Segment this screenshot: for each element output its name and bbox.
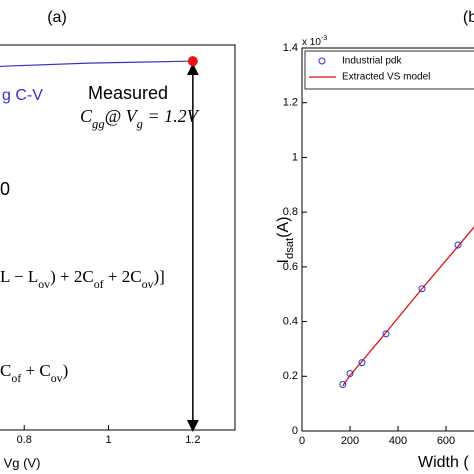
y-tick-label: 0.6 bbox=[283, 261, 298, 273]
text-part: @ V bbox=[105, 106, 139, 126]
data-point bbox=[339, 380, 347, 388]
plot-frame bbox=[0, 44, 236, 431]
text-part: ) + 2C bbox=[50, 267, 94, 286]
text-part: g bbox=[137, 117, 143, 131]
y-tick-label: 0.4 bbox=[283, 315, 298, 327]
text-part: -3 bbox=[321, 35, 327, 42]
legend-label: Industrial pdk bbox=[342, 56, 402, 67]
text-part: C bbox=[0, 361, 11, 380]
y-tick-label: 0.8 bbox=[283, 206, 298, 218]
axis-multiplier: x 10-3 bbox=[302, 35, 327, 47]
y-tick-label: 1.2 bbox=[283, 97, 298, 109]
annotation: 0 bbox=[0, 179, 10, 199]
fit-line bbox=[342, 226, 474, 387]
measured-point bbox=[187, 56, 198, 67]
annotation: L − Lov) + 2Cof + 2Cov)] bbox=[0, 267, 165, 291]
text-part: dsat bbox=[284, 237, 296, 259]
legend bbox=[304, 50, 474, 90]
text-part: (A) bbox=[275, 217, 292, 238]
text-part: of bbox=[11, 371, 21, 385]
x-axis-label: Vg (V) bbox=[4, 455, 41, 470]
text-part: = 1.2V bbox=[143, 106, 200, 126]
x-tick-label: 0.8 bbox=[17, 434, 32, 446]
text-part: ov bbox=[142, 277, 154, 291]
text-part: + C bbox=[21, 361, 50, 380]
data-point bbox=[454, 241, 462, 249]
data-point bbox=[358, 359, 366, 367]
x-tick-label: 600 bbox=[437, 435, 455, 447]
panel-label: (b bbox=[463, 9, 474, 26]
text-part: )] bbox=[153, 267, 164, 286]
x-tick-label: 200 bbox=[341, 435, 359, 447]
data-point bbox=[346, 370, 354, 378]
x-tick-label: 1.2 bbox=[185, 434, 200, 446]
cv-curve bbox=[0, 60, 190, 68]
text-part: + 2C bbox=[104, 267, 142, 286]
legend-label: Extracted VS model bbox=[342, 72, 430, 83]
series-label: g C-V bbox=[2, 87, 43, 104]
text-part: x 10 bbox=[302, 37, 321, 48]
annotation: Cof + Cov) bbox=[0, 361, 68, 385]
plot-frame bbox=[301, 47, 474, 432]
y-axis-label: Idsat(A) bbox=[275, 217, 296, 264]
annotation: Cgg@ Vg = 1.2V bbox=[80, 106, 200, 131]
text-part: I bbox=[275, 259, 292, 263]
y-tick-label: 1.4 bbox=[283, 42, 298, 54]
text-part: ov bbox=[51, 371, 63, 385]
data-point bbox=[418, 285, 426, 293]
text-part: ) bbox=[63, 361, 69, 380]
y-tick-label: 0 bbox=[292, 425, 298, 437]
x-tick-label: 400 bbox=[389, 435, 407, 447]
annotation: Measured bbox=[88, 83, 168, 103]
text-part: L − L bbox=[0, 267, 38, 286]
data-point bbox=[382, 330, 390, 338]
text-part: ov bbox=[38, 277, 50, 291]
x-axis-label: Width ( bbox=[418, 454, 469, 471]
y-tick-label: 0.2 bbox=[283, 370, 298, 382]
x-tick-label: 1 bbox=[105, 434, 111, 446]
panel-label: (a) bbox=[47, 9, 67, 26]
x-tick-label: 0 bbox=[299, 435, 305, 447]
text-part: gg bbox=[92, 117, 105, 131]
y-tick-label: 1 bbox=[292, 151, 298, 163]
legend-marker bbox=[318, 57, 326, 65]
text-part: of bbox=[94, 277, 104, 291]
text-part: C bbox=[80, 106, 93, 126]
